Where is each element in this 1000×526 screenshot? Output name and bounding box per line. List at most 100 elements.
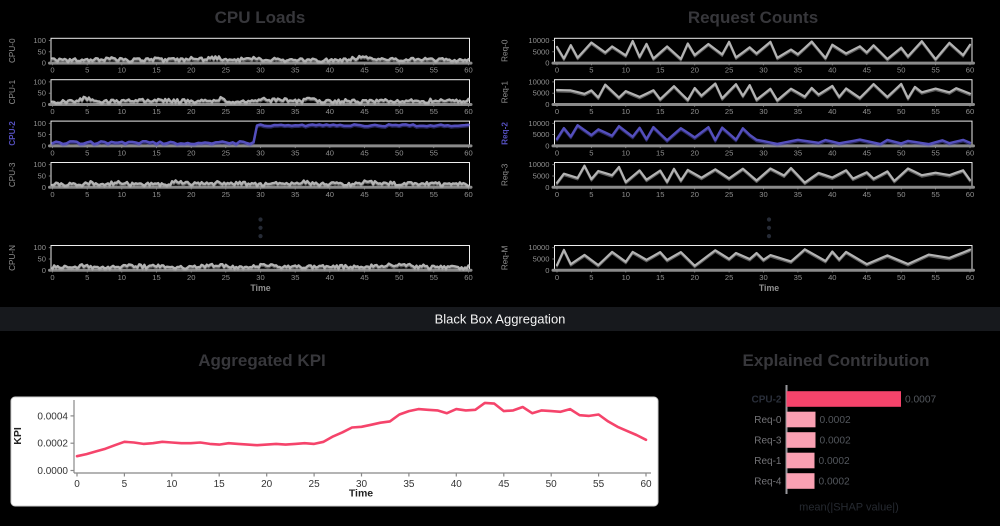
svg-text:0: 0 xyxy=(50,148,54,157)
svg-text:0: 0 xyxy=(42,141,46,150)
svg-text:0: 0 xyxy=(545,100,549,109)
svg-text:45: 45 xyxy=(863,107,871,116)
svg-text:20: 20 xyxy=(187,190,195,199)
svg-text:60: 60 xyxy=(464,190,472,199)
svg-text:CPU-3: CPU-3 xyxy=(8,162,17,187)
svg-text:5: 5 xyxy=(85,148,89,157)
svg-text:CPU-N: CPU-N xyxy=(8,245,17,271)
svg-text:0: 0 xyxy=(42,100,46,109)
svg-text:0.0007: 0.0007 xyxy=(905,394,936,405)
svg-text:50: 50 xyxy=(395,273,403,282)
svg-text:25: 25 xyxy=(725,273,733,282)
svg-text:50: 50 xyxy=(38,47,46,56)
svg-text:15: 15 xyxy=(656,190,664,199)
svg-text:50: 50 xyxy=(38,130,46,139)
svg-text:20: 20 xyxy=(261,479,273,490)
svg-text:10000: 10000 xyxy=(528,119,549,128)
svg-text:45: 45 xyxy=(498,479,510,490)
svg-text:20: 20 xyxy=(690,190,698,199)
svg-text:60: 60 xyxy=(464,107,472,116)
svg-text:0: 0 xyxy=(50,273,54,282)
svg-text:35: 35 xyxy=(794,148,802,157)
svg-text:10: 10 xyxy=(166,479,178,490)
svg-text:40: 40 xyxy=(828,107,836,116)
svg-text:10000: 10000 xyxy=(528,243,549,252)
svg-text:0: 0 xyxy=(545,183,549,192)
svg-text:CPU-2: CPU-2 xyxy=(8,121,17,146)
svg-text:0: 0 xyxy=(545,141,549,150)
svg-text:CPU-0: CPU-0 xyxy=(8,38,17,63)
svg-text:Req-1: Req-1 xyxy=(501,81,510,104)
svg-text:35: 35 xyxy=(403,479,415,490)
svg-text:50: 50 xyxy=(395,148,403,157)
svg-text:5000: 5000 xyxy=(533,130,550,139)
svg-text:35: 35 xyxy=(291,66,299,75)
svg-text:0: 0 xyxy=(42,183,46,192)
svg-text:35: 35 xyxy=(291,273,299,282)
svg-text:55: 55 xyxy=(931,66,939,75)
svg-text:20: 20 xyxy=(690,148,698,157)
svg-text:0.0004: 0.0004 xyxy=(37,411,68,422)
svg-text:Req-3: Req-3 xyxy=(501,163,510,186)
svg-text:0: 0 xyxy=(555,107,559,116)
svg-text:10: 10 xyxy=(622,66,630,75)
svg-text:10: 10 xyxy=(622,148,630,157)
svg-text:5000: 5000 xyxy=(533,172,550,181)
svg-text:35: 35 xyxy=(794,190,802,199)
svg-text:50: 50 xyxy=(395,66,403,75)
svg-text:35: 35 xyxy=(291,107,299,116)
svg-text:20: 20 xyxy=(690,107,698,116)
svg-text:25: 25 xyxy=(725,190,733,199)
svg-text:15: 15 xyxy=(152,66,160,75)
svg-text:45: 45 xyxy=(360,107,368,116)
svg-text:50: 50 xyxy=(546,479,558,490)
svg-text:60: 60 xyxy=(464,148,472,157)
svg-text:30: 30 xyxy=(759,66,767,75)
svg-text:10: 10 xyxy=(118,66,126,75)
svg-text:55: 55 xyxy=(430,190,438,199)
svg-text:30: 30 xyxy=(356,479,368,490)
svg-text:5: 5 xyxy=(589,66,593,75)
svg-text:40: 40 xyxy=(828,273,836,282)
svg-text:15: 15 xyxy=(152,190,160,199)
svg-text:100: 100 xyxy=(33,160,46,169)
svg-text:Req-0: Req-0 xyxy=(501,39,510,62)
svg-text:5000: 5000 xyxy=(533,47,550,56)
svg-text:100: 100 xyxy=(33,36,46,45)
svg-text:0.0002: 0.0002 xyxy=(37,439,68,450)
svg-text:Req-2: Req-2 xyxy=(501,122,510,145)
svg-text:60: 60 xyxy=(966,190,974,199)
svg-text:45: 45 xyxy=(863,273,871,282)
svg-text:5000: 5000 xyxy=(533,255,550,264)
svg-text:60: 60 xyxy=(640,479,652,490)
svg-text:0: 0 xyxy=(42,266,46,275)
svg-text:50: 50 xyxy=(897,190,905,199)
svg-text:60: 60 xyxy=(966,66,974,75)
svg-text:5000: 5000 xyxy=(533,89,550,98)
svg-text:25: 25 xyxy=(725,66,733,75)
svg-text:100: 100 xyxy=(33,77,46,86)
svg-text:25: 25 xyxy=(309,479,321,490)
svg-text:0.0002: 0.0002 xyxy=(819,476,850,487)
svg-text:15: 15 xyxy=(152,107,160,116)
svg-text:50: 50 xyxy=(897,66,905,75)
svg-text:20: 20 xyxy=(690,273,698,282)
svg-text:55: 55 xyxy=(430,107,438,116)
svg-text:5: 5 xyxy=(589,273,593,282)
svg-text:40: 40 xyxy=(326,148,334,157)
svg-text:45: 45 xyxy=(360,273,368,282)
svg-text:50: 50 xyxy=(38,89,46,98)
svg-text:Time: Time xyxy=(759,283,779,293)
svg-text:10000: 10000 xyxy=(528,160,549,169)
svg-text:10000: 10000 xyxy=(528,77,549,86)
svg-text:0: 0 xyxy=(50,107,54,116)
svg-text:60: 60 xyxy=(966,273,974,282)
svg-text:50: 50 xyxy=(395,190,403,199)
svg-text:45: 45 xyxy=(360,148,368,157)
svg-text:Req-4: Req-4 xyxy=(754,476,782,487)
svg-text:25: 25 xyxy=(222,66,230,75)
svg-text:10: 10 xyxy=(622,273,630,282)
svg-text:35: 35 xyxy=(794,273,802,282)
svg-text:30: 30 xyxy=(759,273,767,282)
svg-text:40: 40 xyxy=(326,190,334,199)
